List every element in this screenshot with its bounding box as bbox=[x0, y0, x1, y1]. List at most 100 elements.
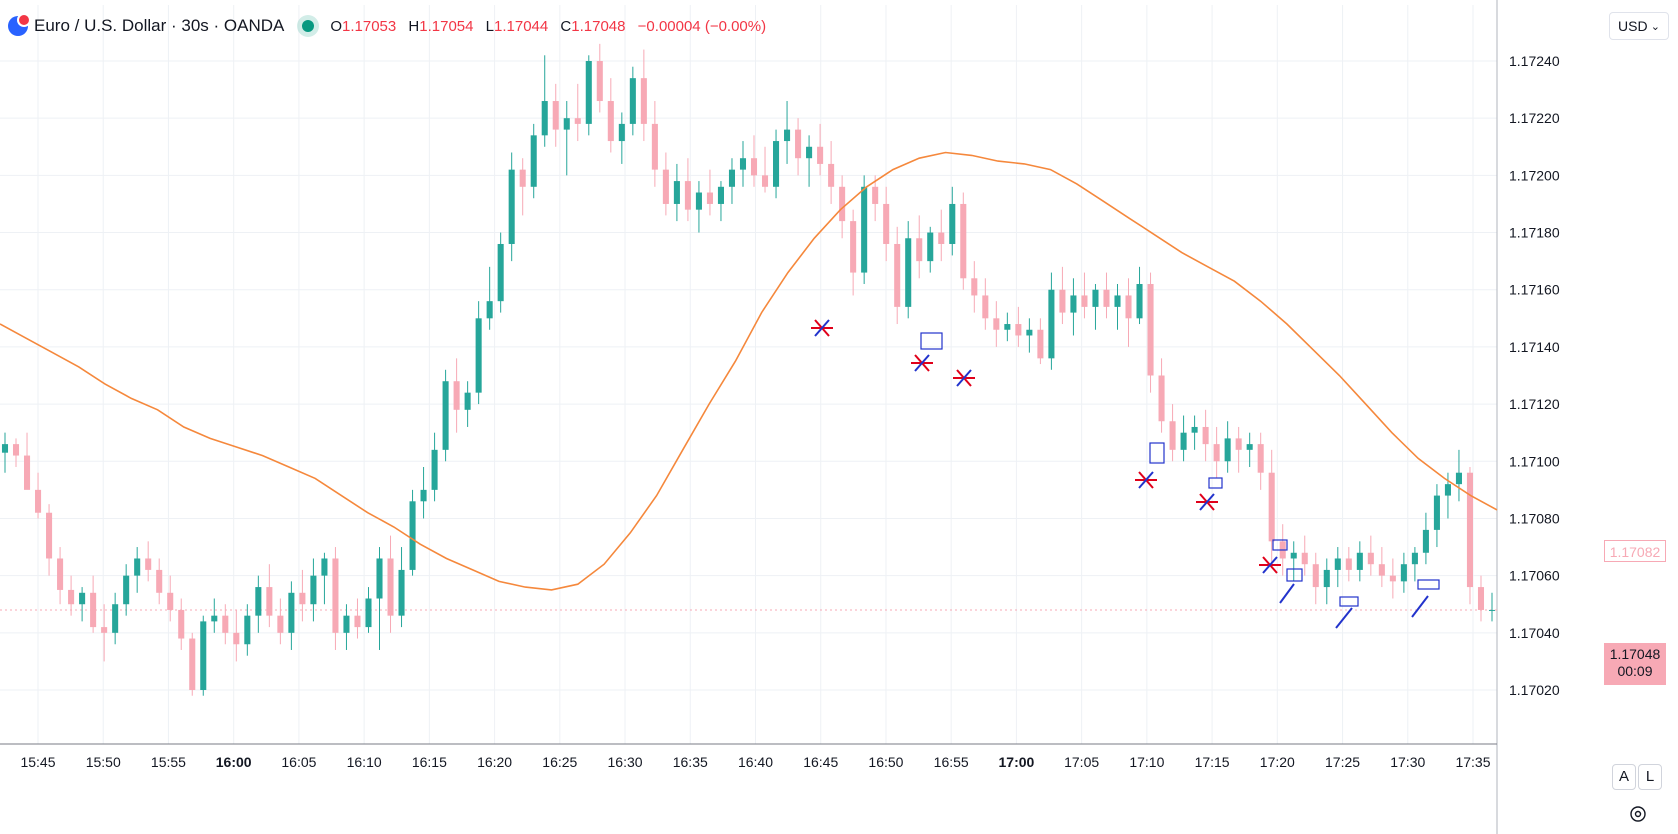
candle[interactable] bbox=[1389, 558, 1396, 599]
candle[interactable] bbox=[57, 547, 64, 605]
candle[interactable] bbox=[563, 101, 570, 176]
candle[interactable] bbox=[178, 598, 185, 650]
candle[interactable] bbox=[640, 49, 647, 142]
candle[interactable] bbox=[1169, 404, 1176, 462]
candle[interactable] bbox=[1400, 552, 1407, 593]
candle[interactable] bbox=[1367, 535, 1374, 576]
candle[interactable] bbox=[982, 278, 989, 330]
candle[interactable] bbox=[68, 575, 75, 616]
candle[interactable] bbox=[189, 632, 196, 696]
candle[interactable] bbox=[574, 83, 581, 142]
candle[interactable] bbox=[1301, 535, 1308, 576]
candle[interactable] bbox=[1092, 284, 1099, 330]
candle[interactable] bbox=[1070, 278, 1077, 336]
candle[interactable] bbox=[464, 381, 471, 427]
candle[interactable] bbox=[717, 181, 724, 222]
log-scale-button[interactable]: L bbox=[1638, 764, 1662, 790]
candle[interactable] bbox=[90, 575, 97, 633]
candle[interactable] bbox=[24, 432, 31, 490]
candle[interactable] bbox=[916, 215, 923, 279]
candle[interactable] bbox=[519, 158, 526, 216]
sell-signal-marker[interactable] bbox=[953, 369, 975, 387]
auto-scale-button[interactable]: A bbox=[1612, 764, 1636, 790]
candle[interactable] bbox=[244, 604, 251, 656]
candle[interactable] bbox=[200, 615, 207, 696]
candle[interactable] bbox=[376, 547, 383, 650]
candle[interactable] bbox=[1312, 552, 1319, 605]
candle[interactable] bbox=[795, 118, 802, 176]
candle[interactable] bbox=[1290, 541, 1297, 582]
candle[interactable] bbox=[618, 112, 625, 164]
candle[interactable] bbox=[365, 587, 372, 633]
signal-box[interactable] bbox=[1208, 477, 1223, 489]
candle[interactable] bbox=[1147, 272, 1154, 393]
candle[interactable] bbox=[288, 581, 295, 650]
candle[interactable] bbox=[872, 175, 879, 222]
candle[interactable] bbox=[277, 598, 284, 645]
candle[interactable] bbox=[1488, 592, 1496, 622]
candle[interactable] bbox=[784, 101, 791, 164]
candle[interactable] bbox=[442, 369, 449, 462]
candle[interactable] bbox=[541, 55, 548, 147]
candle[interactable] bbox=[431, 432, 438, 502]
candle[interactable] bbox=[850, 209, 857, 296]
candle[interactable] bbox=[255, 575, 262, 633]
candle[interactable] bbox=[1026, 318, 1033, 353]
candle[interactable] bbox=[861, 175, 868, 285]
market-status-icon[interactable] bbox=[302, 20, 315, 32]
candle[interactable] bbox=[222, 604, 229, 645]
candle[interactable] bbox=[420, 466, 427, 519]
candle[interactable] bbox=[1356, 541, 1363, 582]
candle[interactable] bbox=[1466, 466, 1473, 605]
candle[interactable] bbox=[12, 438, 20, 467]
candle[interactable] bbox=[552, 83, 559, 147]
candle[interactable] bbox=[607, 78, 614, 153]
candle[interactable] bbox=[310, 558, 317, 622]
candle[interactable] bbox=[817, 123, 824, 176]
candle[interactable] bbox=[695, 181, 702, 233]
candle[interactable] bbox=[1224, 421, 1231, 473]
candle[interactable] bbox=[761, 146, 769, 193]
candle[interactable] bbox=[960, 192, 967, 290]
signal-box[interactable] bbox=[1417, 579, 1440, 590]
candle[interactable] bbox=[508, 152, 515, 262]
candle[interactable] bbox=[1246, 432, 1253, 467]
candle[interactable] bbox=[101, 604, 108, 662]
candle[interactable] bbox=[1180, 415, 1187, 462]
candle[interactable] bbox=[1477, 575, 1485, 622]
candle[interactable] bbox=[1323, 558, 1330, 605]
signal-box[interactable] bbox=[1149, 442, 1165, 464]
sell-signal-marker[interactable] bbox=[1259, 556, 1281, 574]
candle[interactable] bbox=[1213, 426, 1220, 479]
sell-signal-marker[interactable] bbox=[1196, 493, 1218, 511]
sell-signal-marker[interactable] bbox=[1135, 471, 1157, 489]
symbol-title[interactable]: Euro / U.S. Dollar · 30s · OANDA bbox=[34, 16, 285, 35]
candle[interactable] bbox=[156, 558, 163, 605]
candle[interactable] bbox=[1334, 547, 1341, 588]
candle[interactable] bbox=[905, 221, 912, 319]
candle[interactable] bbox=[211, 598, 218, 633]
candle[interactable] bbox=[79, 587, 86, 622]
candle[interactable] bbox=[1345, 547, 1352, 582]
candle[interactable] bbox=[1081, 272, 1088, 319]
candle[interactable] bbox=[1059, 266, 1066, 325]
candle[interactable] bbox=[1422, 512, 1429, 565]
sell-signal-marker[interactable] bbox=[811, 319, 833, 337]
candle[interactable] bbox=[1411, 547, 1418, 582]
buy-signal-marker[interactable] bbox=[1279, 583, 1295, 604]
candle[interactable] bbox=[949, 186, 956, 256]
candle[interactable] bbox=[993, 301, 1000, 347]
candle[interactable] bbox=[596, 43, 603, 113]
candle[interactable] bbox=[1125, 278, 1132, 347]
candle[interactable] bbox=[651, 101, 658, 187]
candle[interactable] bbox=[1136, 266, 1143, 325]
candle[interactable] bbox=[1268, 449, 1275, 565]
candle[interactable] bbox=[387, 535, 394, 633]
candle[interactable] bbox=[123, 564, 130, 616]
buy-signal-marker[interactable] bbox=[1411, 595, 1429, 618]
candle[interactable] bbox=[706, 169, 713, 216]
candle[interactable] bbox=[662, 152, 669, 216]
candle[interactable] bbox=[684, 158, 691, 222]
candle[interactable] bbox=[1, 432, 9, 473]
